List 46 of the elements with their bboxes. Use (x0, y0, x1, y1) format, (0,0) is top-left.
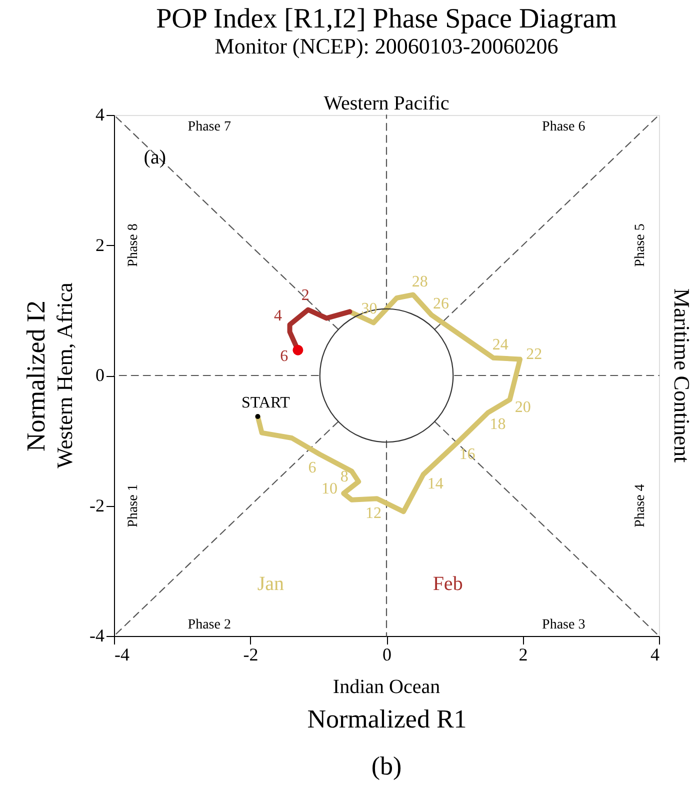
annotation: 26 (432, 295, 449, 312)
annotation: 2 (301, 286, 310, 304)
annotation: 14 (427, 475, 444, 492)
annotation: START (242, 394, 290, 412)
annotation: 6 (280, 348, 288, 366)
annotation: 4 (274, 307, 282, 324)
annotation: 16 (459, 446, 476, 463)
annotation: 28 (412, 273, 428, 290)
annotation: Phase 6 (542, 120, 586, 135)
annotation: 22 (526, 346, 542, 363)
text: Jan (257, 572, 284, 595)
y-tick-label: -4 (90, 626, 104, 646)
text: (b) (371, 751, 402, 780)
x-tick-label: 4 (650, 644, 660, 664)
annotation: Phase 8 (126, 224, 142, 267)
chart-title: POP Index [R1,I2] Phase Space Diagram (156, 3, 618, 34)
annotation: Phase 4 (632, 484, 648, 528)
annotation: 8 (340, 468, 348, 486)
chart-subtitle: Monitor (NCEP): 20060103-20060206 (214, 33, 558, 58)
text: Feb (432, 572, 463, 595)
text: Indian Ocean (332, 676, 440, 698)
annotation: Phase 1 (126, 484, 142, 528)
annotation: 20 (514, 399, 531, 416)
text: Western Hem, Africa (52, 282, 77, 468)
text: Western Pacific (324, 92, 450, 114)
annotation: Phase 7 (188, 120, 231, 135)
annotation: 18 (490, 416, 506, 433)
x-tick-label: 2 (518, 644, 528, 664)
annotation: (a) (144, 146, 166, 168)
y-tick-label: 2 (96, 234, 104, 255)
x-axis-title: Normalized R1 (307, 704, 467, 734)
x-tick-label: 0 (382, 644, 392, 664)
annotation: 12 (366, 505, 382, 522)
annotation: 6 (308, 459, 316, 476)
annotation: Phase 5 (632, 224, 648, 267)
annotation: 24 (492, 336, 508, 354)
text: Maritime Continent (669, 288, 694, 463)
y-tick-label: 0 (96, 365, 104, 385)
x-tick-label: -4 (114, 644, 130, 664)
annotation: 10 (321, 480, 338, 498)
y-tick-label: 4 (96, 104, 104, 124)
x-tick-label: -2 (243, 644, 258, 664)
y-tick-label: -2 (90, 495, 104, 516)
y-axis-title: Normalized I2 (22, 300, 51, 452)
annotation: Phase 2 (188, 617, 231, 632)
annotation: Phase 3 (542, 617, 586, 632)
